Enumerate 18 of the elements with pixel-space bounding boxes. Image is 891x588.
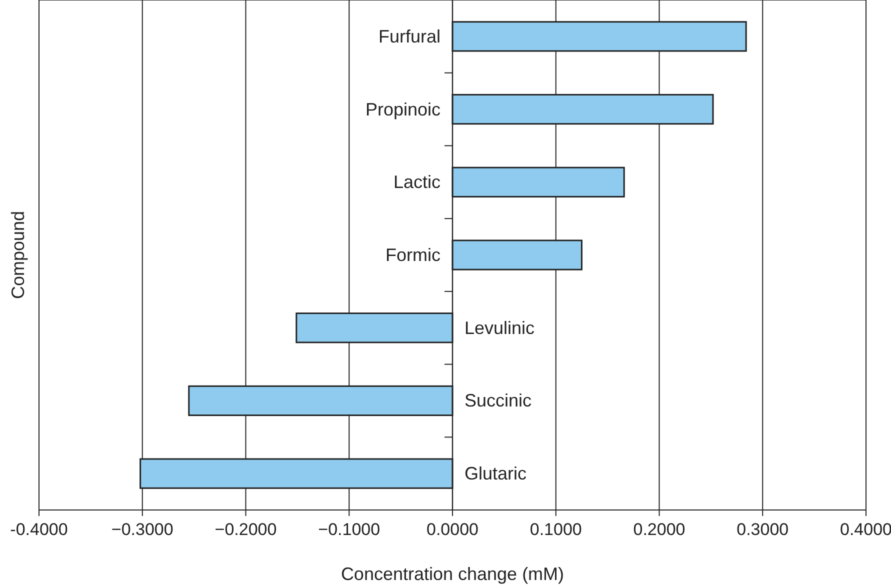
x-tick-label: −0.3000 [111, 520, 174, 539]
y-tick-label: Levulinic [464, 318, 535, 338]
y-axis-title: Compound [8, 210, 28, 300]
y-tick-label: Glutaric [464, 464, 527, 484]
y-tick-label: Furfural [378, 26, 440, 46]
x-tick-label: −0.2000 [214, 520, 277, 539]
x-tick-label: 0.1000 [530, 520, 582, 539]
y-tick-label: Lactic [393, 172, 440, 192]
x-tick-label: 0.2000 [633, 520, 686, 539]
y-tick-label: Succinic [464, 390, 532, 411]
y-tick-label: Formic [386, 245, 440, 265]
x-axis-title: Concentration change (mM) [340, 564, 564, 584]
y-tick-label: Propinoic [365, 99, 440, 120]
x-tick-label: −0.1000 [318, 520, 380, 539]
x-tick-label: 0.3000 [736, 520, 789, 539]
x-tick-label: -0.4000 [10, 520, 68, 539]
x-tick-label: 0.0000 [426, 520, 478, 539]
x-tick-label: 0.4000 [840, 520, 891, 539]
